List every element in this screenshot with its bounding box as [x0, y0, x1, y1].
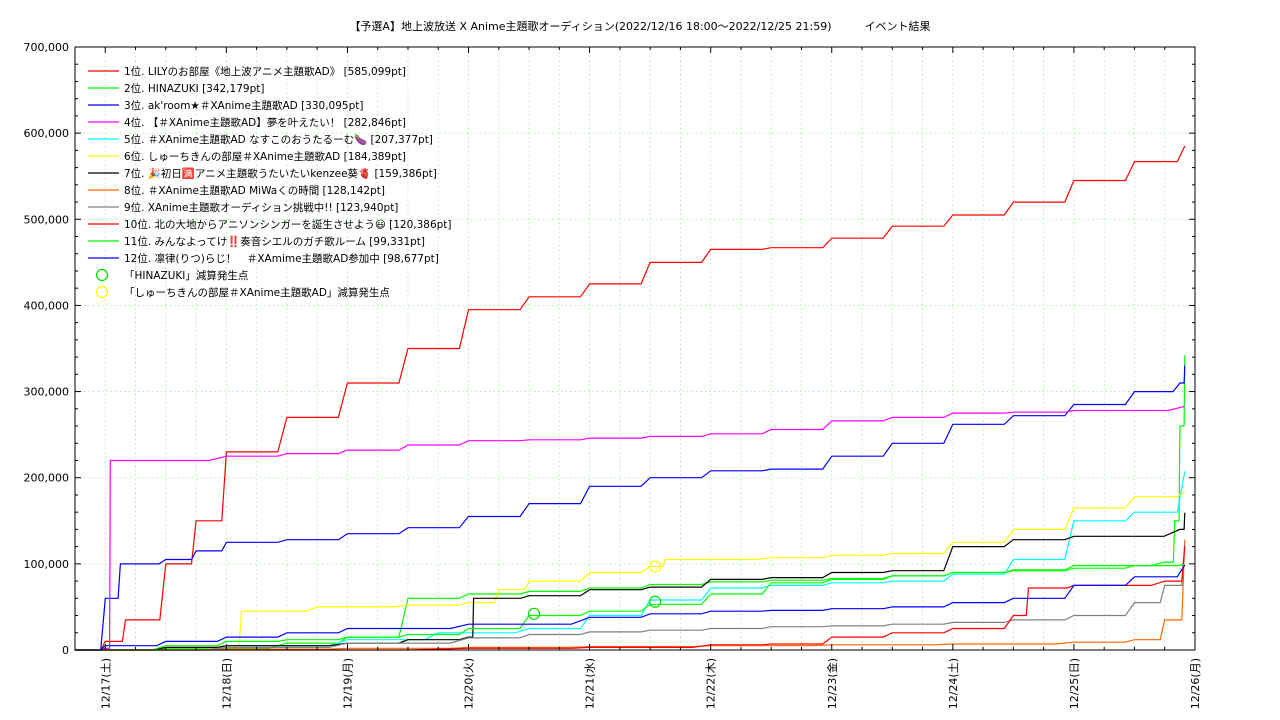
legend-marker-1: [95, 268, 109, 282]
series-line-1: [75, 145, 1186, 651]
legend-marker-label-2: 「しゅーちきんの部屋＃XAnime主題歌AD」減算発生点: [124, 286, 390, 299]
axes: 0 100,000 200,000 300,000 400,000 500,000 600,…: [24, 41, 1203, 709]
series-line-7: [75, 512, 1186, 651]
x-tick-label: 12/22(木): [705, 658, 718, 709]
x-tick-label: 12/21(水): [584, 658, 597, 709]
x-tick-label: 12/18(日): [220, 658, 233, 709]
adjustment-markers: [527, 560, 662, 620]
legend-label-3: 3位. ak'room★＃XAnime主題歌AD [330,095pt]: [124, 99, 363, 112]
series-line-8: [75, 539, 1186, 651]
x-tick-label: 12/20(火): [463, 658, 476, 709]
chart-title: 【予選A】地上波放送 X Anime主題歌オーディション(2022/12/16 …: [349, 20, 931, 33]
legend-label-1: 1位. LILYのお部屋《地上波アニメ主題歌AD》 [585,099pt]: [124, 65, 406, 78]
plot-area-border: [74, 46, 1196, 651]
x-tick-label: 12/23(金): [825, 658, 839, 709]
y-tick-label: 300,000: [24, 386, 70, 399]
series-line-9: [75, 543, 1186, 651]
y-tick-label: 400,000: [24, 299, 70, 312]
legend-label-6: 6位. しゅーちきんの部屋＃XAnime主題歌AD [184,389pt]: [124, 150, 406, 163]
legend-label-12: 12位. 凛律(りつ)らじ！ ＃XAmime主題歌AD参加中 [98,677pt…: [124, 252, 439, 265]
marker-point-1: [527, 607, 541, 620]
y-tick-label: 700,000: [24, 41, 70, 54]
series-line-3: [75, 365, 1186, 651]
series-line-5: [75, 471, 1186, 651]
x-tick-label: 12/19(月): [341, 658, 354, 709]
legend: 1位. LILYのお部屋《地上波アニメ主題歌AD》 [585,099pt] 2位.…: [88, 65, 452, 299]
y-tick-label: 600,000: [24, 127, 70, 140]
series-line-4: [75, 405, 1185, 651]
legend-label-5: 5位. ＃XAnime主題歌AD なすこのおうたるーむ🍆 [207,377pt]: [124, 133, 433, 146]
legend-marker-label-1: 「HINAZUKI」減算発生点: [124, 269, 248, 282]
legend-label-8: 8位. ＃XAnime主題歌AD MiWaくの時間 [128,142pt]: [124, 184, 385, 197]
legend-label-4: 4位. 【＃XAnime主題歌AD】夢を叶えたい！ [282,846pt]: [124, 116, 406, 129]
marker-point-1: [649, 595, 662, 608]
y-tick-label: 200,000: [24, 472, 70, 485]
legend-label-10: 10位. 北の大地からアニソンシンガーを誕生させよう😃 [120,386pt]: [124, 218, 452, 231]
marker-point-2: [649, 560, 662, 573]
legend-label-9: 9位. XAnime主題歌オーディション挑戦中!! [123,940pt]: [124, 201, 398, 214]
y-tick-label: 500,000: [24, 213, 70, 226]
series-line-2: [75, 355, 1186, 651]
x-tick-label: 12/25(日): [1068, 658, 1081, 709]
series-line-12: [75, 564, 1186, 651]
legend-label-7: 7位. 🎉初日🈵アニメ主題歌うたいたいkenzee葵🫀 [159,386pt]: [124, 167, 437, 180]
legend-label-2: 2位. HINAZUKI [342,179pt]: [124, 82, 264, 95]
x-tick-label: 12/26(月): [1189, 658, 1202, 709]
x-tick-label: 12/17(土): [99, 658, 112, 709]
x-tick-label: 12/24(土): [947, 658, 960, 709]
grid-lines: [74, 46, 1195, 650]
y-tick-label: 100,000: [24, 558, 70, 571]
legend-label-11: 11位. みんなよってけ‼️奏音シエルのガチ歌ルーム [99,331pt]: [124, 235, 425, 248]
legend-marker-2: [95, 285, 109, 299]
y-tick-label: 0: [62, 644, 69, 657]
